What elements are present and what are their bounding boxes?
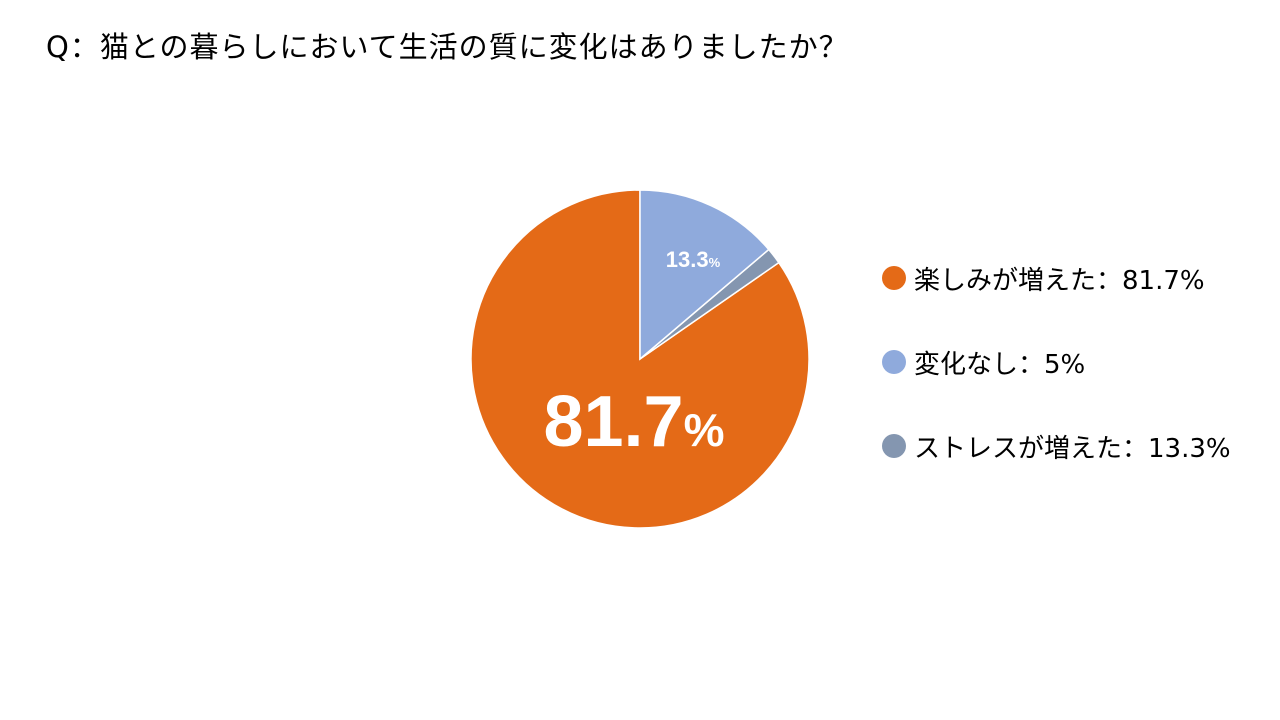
legend: 楽しみが増えた：81.7% 変化なし：5% ストレスが増えた：13.3% bbox=[882, 256, 1231, 508]
data-label-13-3-unit: % bbox=[709, 255, 721, 270]
pie-slices bbox=[470, 189, 810, 529]
legend-label-henka: 変化なし：5% bbox=[914, 349, 1086, 380]
legend-item-stress: ストレスが増えた：13.3% bbox=[882, 424, 1231, 468]
legend-swatch-light-blue bbox=[882, 350, 906, 374]
pie-slice-henka bbox=[639, 189, 770, 361]
legend-item-tanoshimi: 楽しみが増えた：81.7% bbox=[882, 256, 1231, 300]
question-title: Q：猫との暮らしにおいて生活の質に変化はありましたか？ bbox=[46, 30, 849, 64]
data-label-81-7-unit: % bbox=[684, 404, 725, 456]
legend-item-henka: 変化なし：5% bbox=[882, 340, 1231, 384]
legend-swatch-gray-blue bbox=[882, 434, 906, 458]
legend-label-tanoshimi: 楽しみが増えた：81.7% bbox=[914, 265, 1205, 296]
data-label-81-7-number: 81.7 bbox=[543, 382, 683, 462]
data-label-81-7: 81.7% bbox=[543, 382, 724, 462]
data-label-13-3: 13.3% bbox=[666, 247, 721, 272]
data-label-13-3-number: 13.3 bbox=[666, 247, 709, 272]
legend-swatch-orange bbox=[882, 266, 906, 290]
legend-label-stress: ストレスが増えた：13.3% bbox=[914, 433, 1231, 464]
